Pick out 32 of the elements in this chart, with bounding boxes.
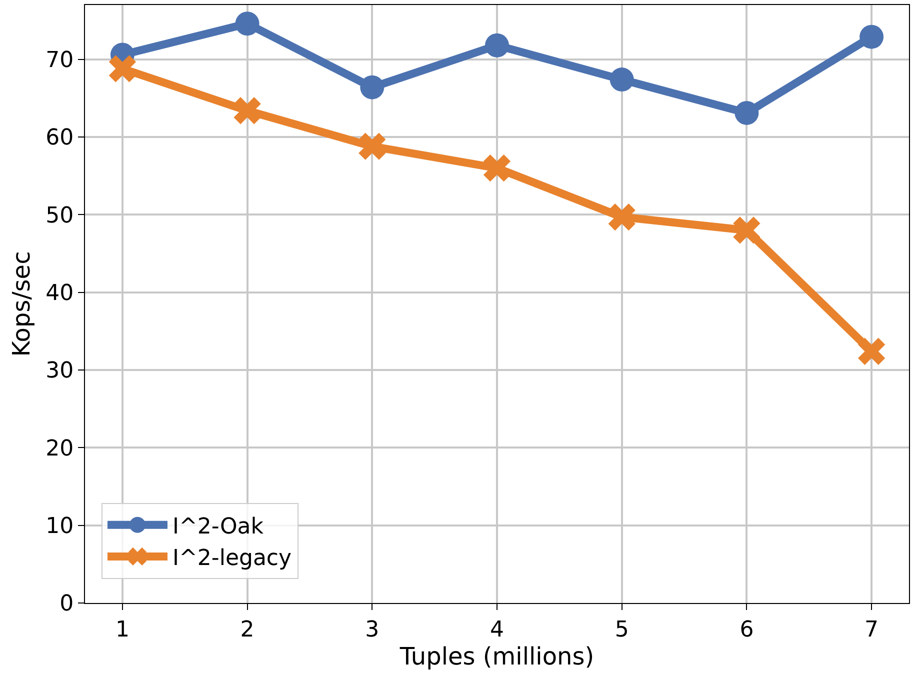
x-tick-label: 7 bbox=[864, 617, 879, 642]
y-tick-label: 70 bbox=[46, 48, 74, 74]
point bbox=[608, 203, 636, 231]
point bbox=[733, 216, 760, 244]
point bbox=[485, 33, 509, 58]
x-tick-label: 1 bbox=[115, 617, 130, 642]
y-tick-label: 10 bbox=[46, 514, 74, 540]
y-tick-label: 0 bbox=[60, 592, 74, 617]
point bbox=[234, 97, 261, 124]
x-tick-label: 2 bbox=[240, 617, 254, 642]
point bbox=[235, 12, 260, 36]
legend-label: I^2-Oak bbox=[172, 514, 264, 540]
point bbox=[108, 55, 136, 82]
point bbox=[483, 154, 511, 182]
x-tick-label: 6 bbox=[740, 617, 754, 642]
y-axis-title: Kops/sec bbox=[8, 251, 36, 357]
point bbox=[358, 132, 386, 160]
point bbox=[734, 100, 759, 125]
point bbox=[360, 75, 384, 100]
legend-label: I^2-legacy bbox=[172, 546, 292, 572]
point bbox=[610, 68, 634, 92]
point bbox=[858, 338, 886, 365]
y-tick-label: 50 bbox=[46, 203, 74, 228]
x-tick-label: 4 bbox=[490, 617, 504, 642]
x-tick-label: 3 bbox=[365, 617, 380, 642]
x-tick-label: 5 bbox=[614, 617, 629, 642]
y-tick-label: 20 bbox=[46, 436, 74, 462]
y-tick-label: 60 bbox=[46, 126, 74, 151]
x-axis-title: Tuples (millions) bbox=[398, 642, 594, 670]
y-tick-label: 40 bbox=[46, 281, 74, 306]
y-tick-label: 30 bbox=[46, 358, 74, 384]
point bbox=[860, 24, 884, 49]
